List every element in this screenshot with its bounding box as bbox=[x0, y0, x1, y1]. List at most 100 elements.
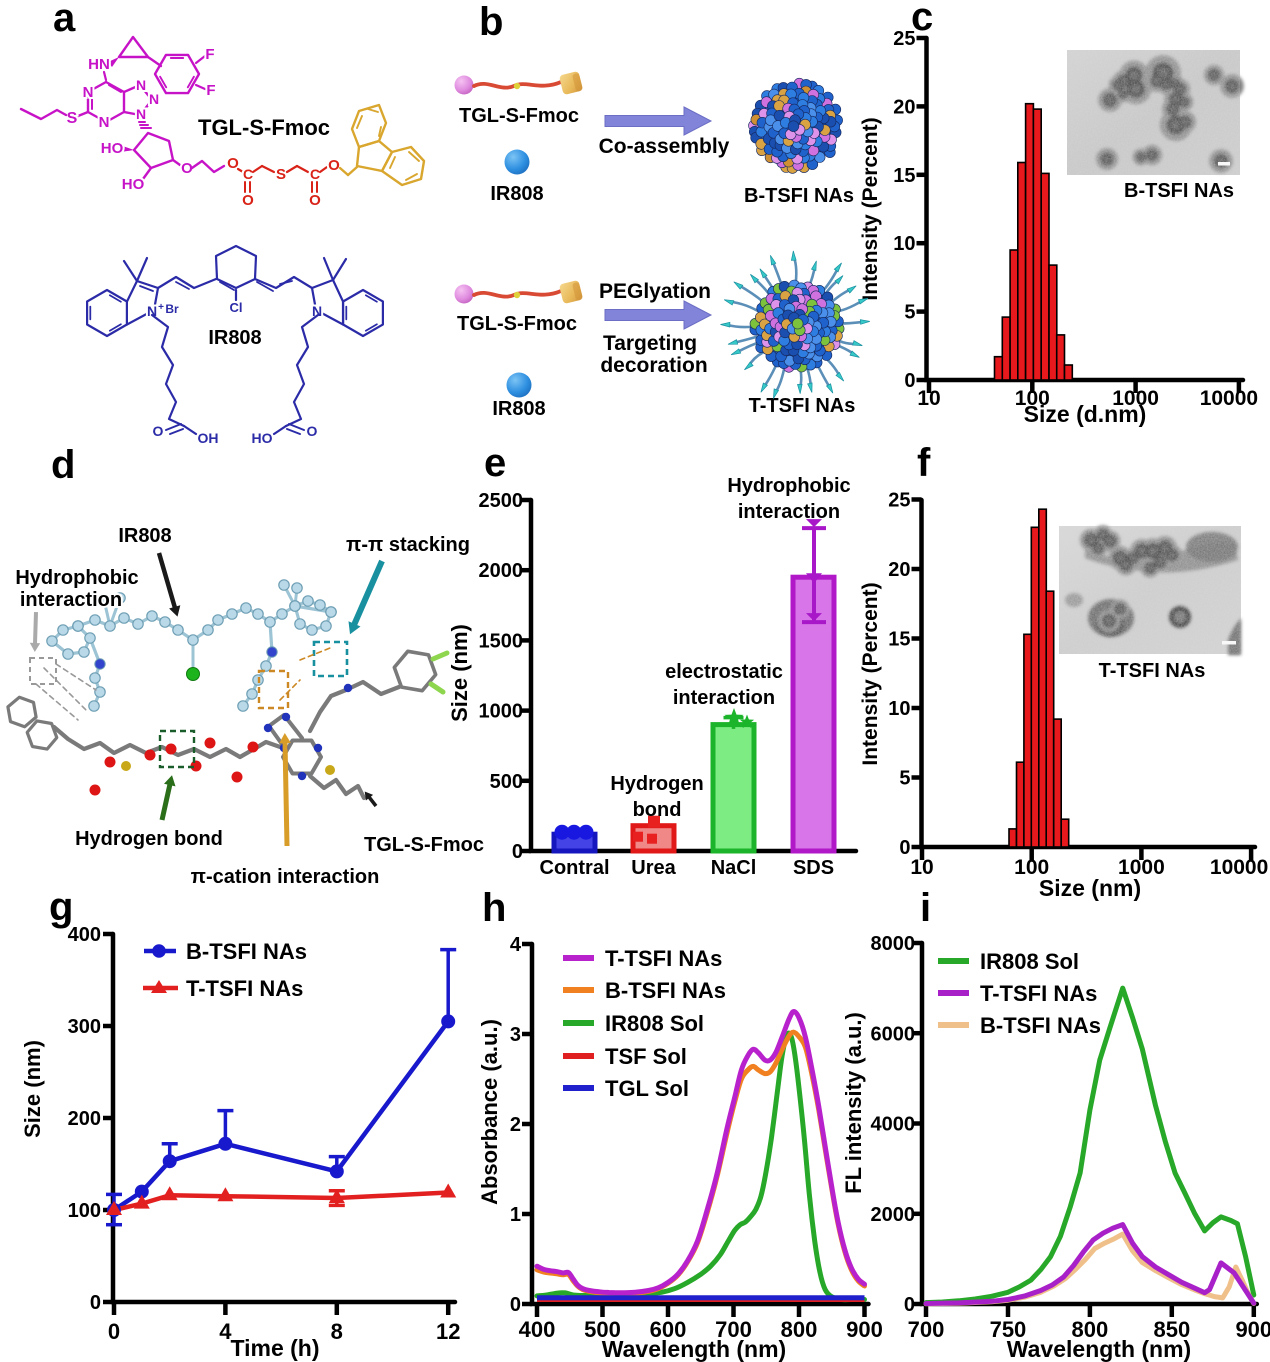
svg-text:400: 400 bbox=[68, 924, 101, 946]
svg-text:4: 4 bbox=[219, 1319, 232, 1344]
svg-text:c: c bbox=[911, 0, 933, 39]
svg-text:800: 800 bbox=[1072, 1317, 1109, 1342]
svg-text:8: 8 bbox=[331, 1319, 343, 1344]
svg-text:300: 300 bbox=[68, 1016, 101, 1038]
svg-text:HO: HO bbox=[101, 140, 124, 157]
svg-text:10: 10 bbox=[917, 387, 940, 410]
svg-text:1000: 1000 bbox=[479, 701, 524, 723]
svg-text:Hydrophobic: Hydrophobic bbox=[727, 475, 850, 497]
svg-text:FL intensity (a.u.): FL intensity (a.u.) bbox=[841, 1012, 866, 1194]
svg-text:Co-assembly: Co-assembly bbox=[599, 135, 730, 158]
svg-text:TGL-S-Fmoc: TGL-S-Fmoc bbox=[198, 115, 330, 140]
svg-text:π-cation interaction: π-cation interaction bbox=[191, 866, 380, 888]
svg-text:d: d bbox=[51, 443, 75, 487]
svg-text:B-TSFI NAs: B-TSFI NAs bbox=[186, 939, 307, 964]
svg-text:F: F bbox=[206, 82, 215, 99]
svg-text:N: N bbox=[83, 84, 94, 101]
svg-text:1500: 1500 bbox=[479, 630, 524, 652]
svg-text:2000: 2000 bbox=[871, 1204, 916, 1226]
svg-text:interaction: interaction bbox=[673, 687, 775, 709]
svg-text:Wavelength (nm): Wavelength (nm) bbox=[1007, 1336, 1191, 1362]
svg-text:O: O bbox=[153, 423, 164, 439]
svg-text:2: 2 bbox=[510, 1114, 521, 1136]
svg-text:π-π stacking: π-π stacking bbox=[346, 534, 470, 556]
svg-text:bond: bond bbox=[633, 799, 682, 821]
svg-text:HO: HO bbox=[252, 430, 273, 446]
svg-text:N: N bbox=[136, 77, 146, 93]
svg-text:OH: OH bbox=[198, 430, 219, 446]
svg-text:500: 500 bbox=[490, 771, 523, 793]
svg-text:Size (nm): Size (nm) bbox=[447, 624, 472, 722]
svg-text:0: 0 bbox=[108, 1319, 120, 1344]
svg-text:20: 20 bbox=[888, 559, 910, 581]
svg-text:IR808: IR808 bbox=[492, 398, 545, 420]
svg-text:T-TSFI NAs: T-TSFI NAs bbox=[186, 976, 303, 1001]
svg-text:f: f bbox=[917, 441, 931, 485]
svg-text:0: 0 bbox=[899, 837, 910, 859]
svg-text:+: + bbox=[158, 302, 164, 313]
svg-text:interaction: interaction bbox=[20, 589, 122, 611]
svg-text:b: b bbox=[479, 0, 503, 44]
svg-text:10: 10 bbox=[893, 233, 915, 255]
svg-text:5: 5 bbox=[899, 768, 910, 790]
svg-text:O: O bbox=[181, 160, 193, 177]
svg-text:S: S bbox=[67, 110, 78, 127]
svg-text:NaCl: NaCl bbox=[711, 857, 757, 879]
svg-text:400: 400 bbox=[519, 1317, 556, 1342]
svg-text:B-TSFI NAs: B-TSFI NAs bbox=[605, 978, 726, 1003]
svg-text:g: g bbox=[49, 885, 73, 929]
svg-text:N: N bbox=[99, 114, 110, 131]
svg-text:T-TSFI NAs: T-TSFI NAs bbox=[605, 946, 722, 971]
svg-text:Size (nm): Size (nm) bbox=[1039, 875, 1141, 901]
svg-text:Urea: Urea bbox=[631, 857, 676, 879]
svg-text:10: 10 bbox=[910, 856, 933, 879]
svg-text:2500: 2500 bbox=[479, 490, 524, 512]
svg-text:0: 0 bbox=[904, 370, 915, 392]
svg-text:100: 100 bbox=[1015, 387, 1050, 410]
svg-text:IR808: IR808 bbox=[118, 525, 171, 547]
svg-text:T-TSFI NAs: T-TSFI NAs bbox=[1099, 660, 1206, 682]
svg-text:600: 600 bbox=[650, 1317, 687, 1342]
svg-text:15: 15 bbox=[888, 629, 910, 651]
svg-text:SDS: SDS bbox=[793, 857, 834, 879]
svg-text:N: N bbox=[147, 303, 157, 319]
svg-text:0: 0 bbox=[904, 1294, 915, 1316]
svg-text:O: O bbox=[309, 192, 321, 209]
svg-text:B-TSFI NAs: B-TSFI NAs bbox=[1124, 180, 1234, 202]
svg-text:O: O bbox=[307, 423, 318, 439]
svg-text:Size (d.nm): Size (d.nm) bbox=[1024, 401, 1147, 427]
svg-text:900: 900 bbox=[846, 1317, 883, 1342]
svg-text:750: 750 bbox=[990, 1317, 1027, 1342]
svg-text:15: 15 bbox=[893, 165, 915, 187]
svg-text:S: S bbox=[276, 166, 286, 183]
svg-text:10000: 10000 bbox=[1200, 387, 1258, 410]
svg-text:Time (h): Time (h) bbox=[230, 1335, 319, 1361]
svg-text:C: C bbox=[243, 166, 253, 182]
svg-text:1: 1 bbox=[510, 1204, 521, 1226]
svg-text:100: 100 bbox=[1014, 856, 1049, 879]
svg-text:3: 3 bbox=[510, 1024, 521, 1046]
svg-text:8000: 8000 bbox=[871, 933, 916, 955]
svg-text:25: 25 bbox=[893, 28, 915, 50]
svg-text:10: 10 bbox=[888, 698, 910, 720]
svg-text:1000: 1000 bbox=[1118, 856, 1165, 879]
svg-text:850: 850 bbox=[1153, 1317, 1190, 1342]
svg-text:C: C bbox=[310, 166, 320, 182]
svg-text:interaction: interaction bbox=[738, 501, 840, 523]
svg-text:Contral: Contral bbox=[540, 857, 610, 879]
svg-text:T-TSFI NAs: T-TSFI NAs bbox=[980, 981, 1097, 1006]
svg-text:Targeting: Targeting bbox=[603, 332, 697, 355]
svg-text:TGL-S-Fmoc: TGL-S-Fmoc bbox=[364, 834, 484, 856]
svg-text:0: 0 bbox=[510, 1294, 521, 1316]
svg-text:Hydrophobic: Hydrophobic bbox=[15, 567, 138, 589]
svg-text:B-TSFI NAs: B-TSFI NAs bbox=[744, 185, 854, 207]
svg-text:F: F bbox=[205, 46, 214, 63]
svg-text:e: e bbox=[484, 441, 506, 485]
svg-text:B-TSFI NAs: B-TSFI NAs bbox=[980, 1013, 1101, 1038]
svg-text:200: 200 bbox=[68, 1108, 101, 1130]
svg-text:12: 12 bbox=[436, 1319, 460, 1344]
svg-text:N: N bbox=[149, 91, 159, 107]
svg-text:6000: 6000 bbox=[871, 1023, 916, 1045]
svg-text:O: O bbox=[328, 157, 340, 174]
svg-text:800: 800 bbox=[781, 1317, 818, 1342]
